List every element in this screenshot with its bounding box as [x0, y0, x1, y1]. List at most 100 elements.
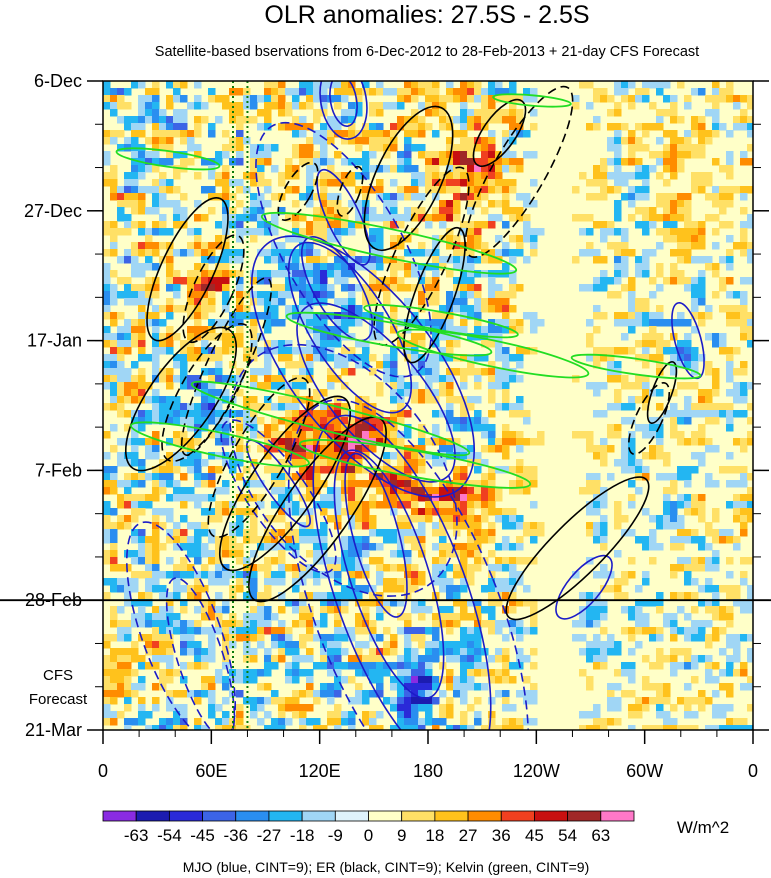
anomaly-cell [390, 368, 398, 376]
anomaly-cell [432, 368, 440, 376]
anomaly-cell [432, 683, 440, 691]
anomaly-cell [348, 221, 356, 229]
anomaly-cell [397, 515, 405, 523]
anomaly-cell [166, 130, 174, 138]
anomaly-cell [509, 102, 517, 110]
anomaly-cell [271, 529, 279, 537]
anomaly-cell [439, 221, 447, 229]
anomaly-cell [313, 158, 321, 166]
anomaly-cell [341, 711, 349, 719]
anomaly-cell [278, 123, 286, 131]
anomaly-cell [187, 382, 195, 390]
anomaly-cell [740, 291, 748, 299]
anomaly-cell [607, 158, 615, 166]
anomaly-cell [642, 536, 650, 544]
anomaly-cell [705, 585, 713, 593]
anomaly-cell [117, 256, 125, 264]
anomaly-cell [250, 536, 258, 544]
anomaly-cell [243, 396, 251, 404]
anomaly-cell [523, 347, 531, 355]
anomaly-cell [614, 347, 622, 355]
anomaly-cell [208, 515, 216, 523]
anomaly-cell [635, 704, 643, 712]
anomaly-cell [698, 459, 706, 467]
anomaly-cell [166, 305, 174, 313]
anomaly-cell [705, 480, 713, 488]
anomaly-cell [432, 543, 440, 551]
anomaly-cell [747, 501, 753, 509]
anomaly-cell [684, 529, 692, 537]
anomaly-cell [502, 690, 510, 698]
anomaly-cell [292, 452, 300, 460]
anomaly-cell [348, 354, 356, 362]
anomaly-cell [481, 256, 489, 264]
anomaly-cell [264, 102, 272, 110]
anomaly-cell [264, 200, 272, 208]
anomaly-cell [747, 683, 753, 691]
anomaly-cell [712, 634, 720, 642]
anomaly-cell [614, 200, 622, 208]
anomaly-cell [698, 508, 706, 516]
anomaly-cell [236, 200, 244, 208]
anomaly-cell [180, 634, 188, 642]
anomaly-cell [656, 445, 664, 453]
anomaly-cell [621, 228, 629, 236]
anomaly-cell [341, 368, 349, 376]
anomaly-cell [292, 424, 300, 432]
anomaly-cell [656, 172, 664, 180]
anomaly-cell [719, 613, 727, 621]
anomaly-cell [460, 466, 468, 474]
anomaly-cell [124, 221, 132, 229]
anomaly-cell [369, 207, 377, 215]
anomaly-cell [369, 473, 377, 481]
anomaly-cell [187, 242, 195, 250]
anomaly-cell [103, 291, 111, 299]
anomaly-cell [306, 151, 314, 159]
anomaly-cell [236, 151, 244, 159]
anomaly-cell [208, 305, 216, 313]
anomaly-cell [467, 277, 475, 285]
anomaly-cell [523, 690, 531, 698]
anomaly-cell [390, 480, 398, 488]
anomaly-cell [173, 620, 181, 628]
anomaly-cell [523, 312, 531, 320]
anomaly-cell [705, 417, 713, 425]
anomaly-cell [642, 340, 650, 348]
anomaly-cell [404, 578, 412, 586]
anomaly-cell [593, 179, 601, 187]
colorbar-tick-label: -63 [124, 826, 149, 845]
anomaly-cell [250, 564, 258, 572]
anomaly-cell [376, 690, 384, 698]
anomaly-cell [635, 88, 643, 96]
anomaly-cell [271, 417, 279, 425]
anomaly-cell [369, 599, 377, 607]
anomaly-cell [453, 641, 461, 649]
anomaly-cell [131, 200, 139, 208]
anomaly-cell [327, 403, 335, 411]
anomaly-cell [292, 130, 300, 138]
anomaly-cell [656, 354, 664, 362]
anomaly-cell [460, 172, 468, 180]
anomaly-cell [404, 613, 412, 621]
anomaly-cell [334, 606, 342, 614]
anomaly-cell [474, 81, 482, 89]
anomaly-cell [719, 529, 727, 537]
anomaly-cell [173, 151, 181, 159]
anomaly-cell [705, 137, 713, 145]
anomaly-cell [369, 277, 377, 285]
anomaly-cell [264, 613, 272, 621]
anomaly-cell [600, 179, 608, 187]
anomaly-cell [740, 242, 748, 250]
anomaly-cell [201, 571, 209, 579]
anomaly-cell [495, 95, 503, 103]
anomaly-cell [495, 319, 503, 327]
anomaly-cell [628, 529, 636, 537]
anomaly-cell [446, 214, 454, 222]
anomaly-cell [390, 438, 398, 446]
anomaly-cell [222, 95, 230, 103]
anomaly-cell [621, 172, 629, 180]
anomaly-cell [103, 515, 111, 523]
anomaly-cell [607, 634, 615, 642]
anomaly-cell [467, 403, 475, 411]
anomaly-cell [397, 214, 405, 222]
